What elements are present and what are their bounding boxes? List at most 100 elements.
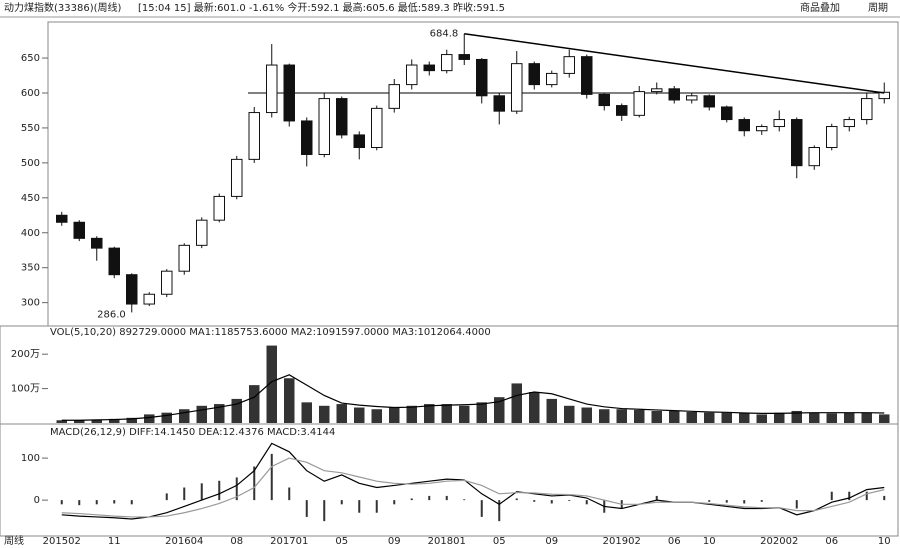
candle-body [91, 237, 103, 249]
candle-body [231, 158, 243, 197]
volume-bar [406, 405, 417, 423]
y-tick-label: 450 [21, 193, 40, 204]
x-tick-label: 10 [878, 536, 891, 547]
volume-bar [546, 398, 557, 423]
x-tick-label: 202002 [760, 536, 798, 547]
macd-bar [550, 500, 553, 504]
candle-body [371, 107, 383, 148]
macd-bar [393, 500, 396, 505]
macd-bar [795, 500, 798, 509]
candle-body [423, 64, 435, 72]
macd-bar [253, 466, 256, 501]
candle-body [126, 274, 138, 305]
volume-bar [196, 405, 207, 423]
volume-bar [249, 385, 260, 423]
x-tick-label: 201502 [43, 536, 81, 547]
candle-body [721, 106, 733, 121]
volume-bar [74, 420, 85, 423]
volume-bar [231, 398, 242, 423]
y-tick-label: 550 [21, 123, 40, 134]
volume-bar [214, 404, 225, 423]
volume-bar [91, 419, 102, 423]
candle-body [843, 119, 855, 128]
macd-bar [218, 480, 221, 501]
candle-body [196, 219, 208, 246]
candle-body [738, 119, 750, 132]
macd-bar [288, 487, 291, 501]
y-tick-label: 350 [21, 263, 40, 274]
y-tick-label: 100万 [11, 384, 40, 395]
volume-bar [459, 405, 470, 423]
candle-body [73, 221, 85, 239]
volume-bar [161, 412, 172, 423]
candle-body [791, 119, 803, 167]
x-tick-label: 09 [545, 536, 558, 547]
volume-bar [476, 402, 487, 423]
macd-bar [183, 487, 186, 501]
macd-bar [305, 500, 308, 517]
macd-bar [340, 500, 343, 505]
candle-body [861, 98, 873, 121]
candle-body [598, 93, 610, 107]
macd-bar [235, 477, 238, 501]
candle-body [441, 54, 453, 72]
macd-bar [568, 500, 571, 501]
candle-body [161, 270, 173, 295]
volume-bar [721, 412, 732, 423]
x-tick-label: 201701 [270, 536, 308, 547]
candle-body [616, 105, 628, 116]
volume-bar [441, 404, 452, 423]
volume-bar [686, 411, 697, 423]
title: 动力煤指数(33386)(周线) [4, 1, 122, 14]
volume-bar [581, 407, 592, 423]
candle-body [178, 244, 190, 272]
x-tick-label: 09 [388, 536, 401, 547]
volume-bar [861, 412, 872, 423]
x-tick-label: 11 [108, 536, 121, 547]
x-tick-label: 201801 [428, 536, 466, 547]
volume-bar [354, 407, 365, 423]
period-button[interactable]: 周期 [868, 2, 888, 14]
volume-bar [879, 414, 890, 423]
macd-bar [848, 491, 851, 501]
volume-bar [739, 413, 750, 423]
y-tick-label: 200万 [11, 349, 40, 360]
macd-bar [743, 500, 746, 504]
candle-body [826, 126, 838, 148]
x-tick-label: 201902 [603, 536, 641, 547]
macd-bar [708, 500, 711, 502]
macd-title: MACD(26,12,9) DIFF:14.1450 DEA:12.4376 M… [50, 427, 335, 438]
volume-bar [564, 405, 575, 423]
candle-body [493, 95, 505, 112]
quote: [15:04 15] 最新:601.0 -1.61% 今开:592.1 最高:6… [138, 1, 505, 14]
volume-bar [756, 414, 767, 423]
x-tick-label: 201604 [165, 536, 203, 547]
volume-title: VOL(5,10,20) 892729.0000 MA1:1185753.600… [50, 327, 491, 338]
candle-body [773, 119, 785, 128]
candle-body [581, 56, 593, 95]
volume-bar [529, 392, 540, 423]
candle-body [388, 84, 400, 109]
volume-bar [371, 409, 382, 423]
candle-body [56, 214, 68, 223]
macd-line [61, 457, 885, 518]
y-tick-label: 500 [21, 158, 40, 169]
volume-bar [319, 405, 330, 423]
macd-bar [498, 500, 501, 522]
macd-bar [95, 500, 98, 505]
volume-bar [704, 412, 715, 423]
x-tick-label: 08 [230, 536, 243, 547]
candle-body [301, 120, 313, 155]
macd-bar [410, 498, 413, 501]
overlay-button[interactable]: 商品叠加 [800, 1, 840, 14]
volume-bar [669, 410, 680, 423]
macd-bar [480, 500, 483, 517]
x-tick-label: 10 [703, 536, 716, 547]
macd-bar [865, 491, 868, 501]
y-tick-label: 300 [21, 298, 40, 309]
volume-bar [424, 404, 435, 423]
macd-bar [60, 500, 63, 505]
y-tick-label: 650 [21, 53, 40, 64]
candle-body [143, 293, 155, 305]
volume-bar [494, 397, 505, 423]
